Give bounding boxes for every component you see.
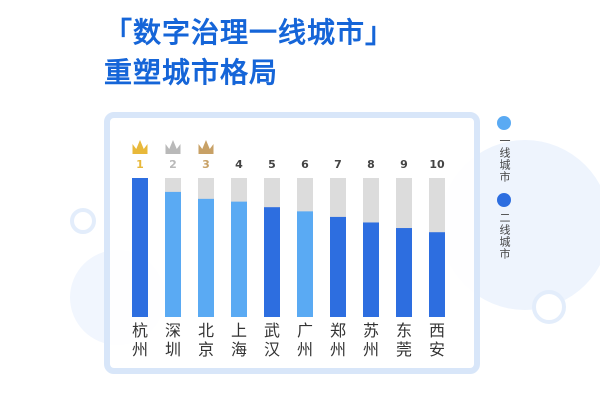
decorative-ring <box>70 208 96 234</box>
rank-label: 9 <box>400 158 408 171</box>
rank-label: 3 <box>202 158 210 171</box>
rank-label: 8 <box>367 158 375 171</box>
rank-label: 7 <box>334 158 342 171</box>
bar <box>330 216 346 317</box>
city-label: 苏州 <box>363 321 379 359</box>
city-label: 广州 <box>297 321 313 359</box>
legend-dot <box>497 193 511 207</box>
bar <box>231 201 247 317</box>
legend-label: 一线城市 <box>498 135 511 183</box>
rank-label: 2 <box>169 158 177 171</box>
city-label: 东莞 <box>396 321 412 359</box>
crown-icon <box>165 140 181 154</box>
chart-subtitle: 重塑城市格局 <box>104 56 279 89</box>
bar-chart: 1 杭州 2 深圳 3 北京 4 上海 5 武汉 6 广州 7 郑州 8 苏州 9 东莞 10 西安 <box>132 140 445 359</box>
city-label: 上海 <box>231 321 247 359</box>
legend-item-tier2: 二线城市 <box>492 193 516 260</box>
rank-label: 5 <box>268 158 276 171</box>
chart-frame: 1 杭州 2 深圳 3 北京 4 上海 5 武汉 6 广州 7 郑州 8 苏州 9 东莞 10 西安 <box>104 112 480 374</box>
city-label: 杭州 <box>132 321 148 359</box>
bar <box>297 211 313 317</box>
rank-label: 4 <box>235 158 243 171</box>
rank-label: 10 <box>429 158 445 171</box>
bar <box>264 207 280 317</box>
bar <box>165 191 181 317</box>
bar <box>132 178 148 317</box>
bar <box>198 198 214 317</box>
crown-icon <box>198 140 214 154</box>
city-label: 北京 <box>198 321 214 359</box>
bar <box>396 228 412 317</box>
city-label: 郑州 <box>330 321 346 359</box>
city-label: 西安 <box>429 321 445 359</box>
city-label: 武汉 <box>264 321 280 359</box>
legend-item-tier1: 一线城市 <box>492 116 516 183</box>
rank-label: 1 <box>136 158 144 171</box>
decorative-ring <box>532 290 566 324</box>
legend-dot <box>497 116 511 130</box>
rank-label: 6 <box>301 158 309 171</box>
legend: 一线城市 二线城市 <box>492 116 516 260</box>
legend-label: 二线城市 <box>498 212 511 260</box>
bar <box>363 222 379 317</box>
chart-title: 「数字治理一线城市」 <box>104 16 395 49</box>
bar <box>429 232 445 317</box>
crown-icon <box>132 140 148 154</box>
city-label: 深圳 <box>165 321 181 359</box>
